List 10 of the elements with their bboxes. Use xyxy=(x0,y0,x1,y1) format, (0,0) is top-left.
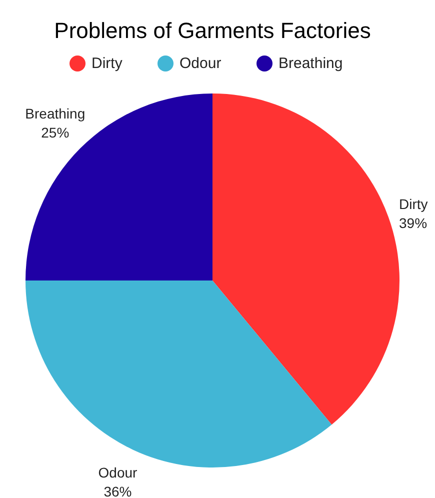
legend-label: Dirty xyxy=(92,55,123,72)
data-label: 36% xyxy=(104,483,132,498)
data-label: 25% xyxy=(41,124,70,141)
slice-label: Dirty xyxy=(399,196,428,212)
chart-title: Problems of Garments Factories xyxy=(54,18,371,43)
slice-label: Breathing xyxy=(25,106,86,122)
legend-label: Odour xyxy=(180,55,222,72)
slice-label: Odour xyxy=(98,464,138,480)
legend-label: Breathing xyxy=(278,55,343,72)
data-label: 39% xyxy=(399,214,428,231)
